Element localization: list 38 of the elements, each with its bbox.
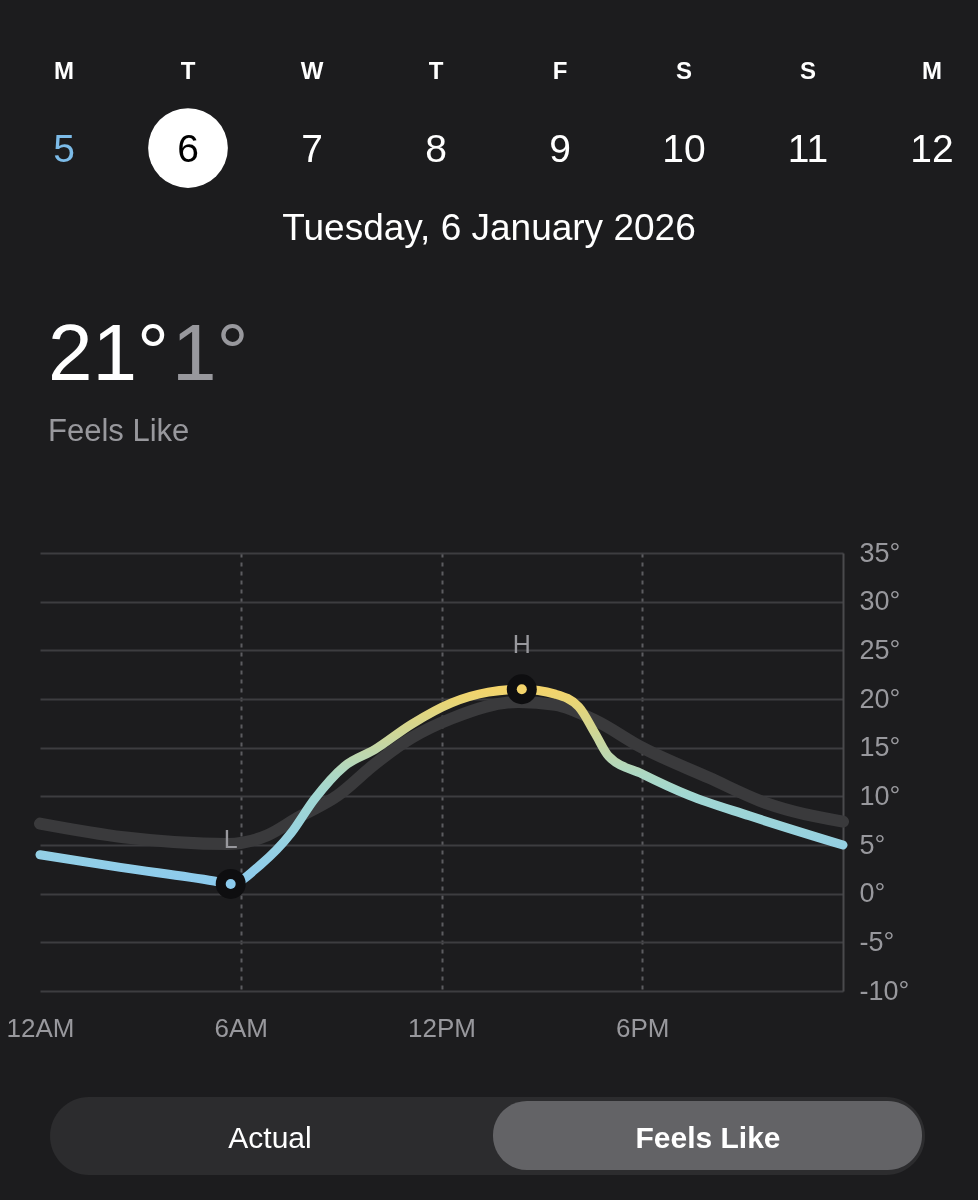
text: F	[552, 57, 568, 84]
text: 10	[662, 127, 706, 170]
annotation: H	[512, 630, 531, 659]
text: Feels Like	[635, 1121, 781, 1154]
text: 6	[177, 127, 199, 170]
text: 7	[301, 127, 323, 170]
y-tick-label: 35°	[859, 537, 901, 568]
text: W	[300, 57, 324, 84]
chart-subtitle: Feels Like	[48, 413, 190, 448]
x-tick-label: 6AM	[214, 1012, 268, 1043]
text: 5	[53, 127, 75, 170]
y-tick-label: 0°	[859, 878, 886, 909]
text: T	[180, 57, 196, 84]
y-tick-label: 5°	[859, 829, 886, 860]
y-tick-label: -5°	[859, 926, 895, 957]
x-tick-label: 12AM	[6, 1012, 75, 1043]
y-tick-label: -10°	[859, 975, 910, 1006]
text: 12	[910, 127, 954, 170]
y-tick-label: 20°	[859, 683, 901, 714]
text: M	[54, 57, 74, 84]
text: S	[675, 57, 693, 84]
y-tick-label: 25°	[859, 634, 901, 665]
text: 9	[549, 127, 571, 170]
y-tick-label: 15°	[859, 732, 901, 763]
text: 8	[425, 127, 447, 170]
text: 21°	[48, 308, 169, 397]
text: M	[922, 57, 942, 84]
x-tick-label: 12PM	[408, 1012, 476, 1043]
text: 11	[787, 127, 829, 170]
text: 1°	[172, 308, 249, 397]
text: S	[799, 57, 817, 84]
text: T	[428, 57, 444, 84]
text: Actual	[228, 1121, 312, 1154]
x-tick-label: 6PM	[616, 1012, 670, 1043]
y-tick-label: 10°	[859, 780, 901, 811]
y-tick-label: 30°	[859, 586, 901, 617]
chart-title: Tuesday, 6 January 2026	[282, 207, 696, 248]
annotation: L	[223, 824, 238, 853]
